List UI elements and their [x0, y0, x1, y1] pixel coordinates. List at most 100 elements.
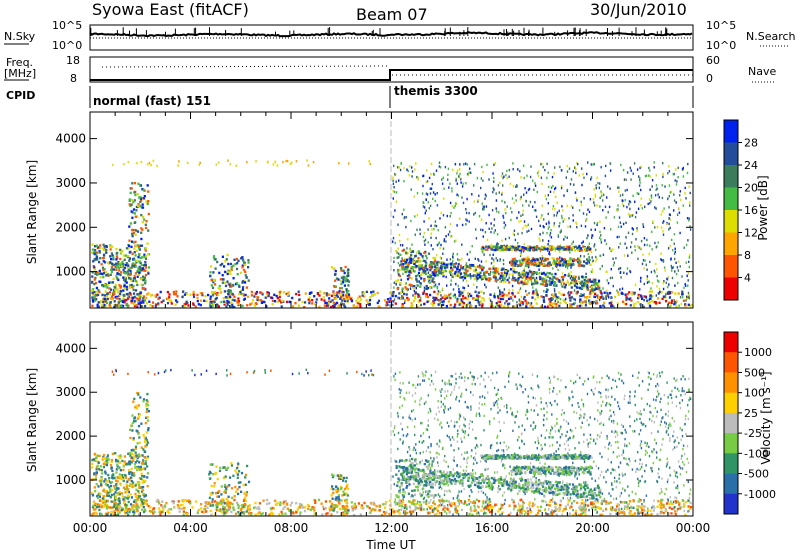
data-cell — [531, 296, 534, 299]
data-cell — [267, 294, 270, 297]
data-cell — [142, 267, 145, 270]
data-cell — [209, 274, 212, 278]
data-cell — [576, 304, 579, 308]
data-cell — [102, 300, 105, 304]
data-cell — [244, 270, 247, 274]
data-cell — [168, 296, 171, 299]
data-cell — [110, 265, 114, 269]
data-cell — [404, 265, 407, 269]
data-cell — [649, 260, 651, 264]
data-cell — [477, 291, 480, 294]
data-cell — [429, 275, 432, 278]
data-cell — [677, 292, 680, 295]
data-cell — [587, 278, 590, 281]
data-cell — [461, 501, 464, 505]
data-cell — [667, 276, 669, 279]
data-cell — [513, 233, 516, 237]
data-cell — [245, 286, 248, 289]
data-cell — [570, 286, 573, 289]
data-cell — [149, 506, 152, 509]
data-cell — [461, 266, 464, 270]
data-cell — [577, 277, 580, 280]
data-cell — [357, 302, 360, 305]
data-cell — [688, 296, 690, 300]
data-cell — [583, 264, 586, 268]
data-cell — [570, 264, 573, 267]
data-cell — [594, 285, 597, 289]
data-cell — [278, 293, 281, 297]
data-cell — [442, 500, 445, 503]
data-cell — [497, 295, 500, 298]
data-cell — [637, 207, 640, 210]
data-cell — [128, 277, 131, 280]
data-cell — [401, 266, 404, 269]
data-cell — [118, 284, 121, 287]
data-cell — [399, 282, 402, 285]
data-cell — [433, 227, 435, 231]
data-cell — [537, 272, 540, 275]
data-cell — [392, 176, 394, 179]
data-cell — [545, 294, 547, 297]
data-cell — [475, 298, 478, 301]
data-cell — [267, 292, 270, 295]
data-cell — [675, 201, 677, 204]
data-cell — [616, 209, 619, 212]
data-cell — [556, 257, 559, 260]
data-cell — [460, 290, 462, 293]
data-cell — [218, 284, 221, 288]
data-cell — [539, 509, 542, 512]
data-cell — [601, 499, 604, 502]
freq-strip: Freq. [MHz] 18 8 60 0 Nave — [4, 54, 776, 85]
data-cell — [578, 286, 581, 290]
data-cell — [140, 500, 143, 503]
data-cell — [233, 305, 236, 309]
data-cell — [157, 500, 160, 503]
data-cell — [594, 278, 597, 281]
data-cell — [578, 245, 581, 248]
data-cell — [520, 300, 523, 303]
data-cell — [166, 290, 169, 294]
data-cell — [506, 294, 509, 297]
data-cell — [519, 511, 522, 514]
data-cell — [476, 286, 478, 289]
data-cell — [399, 291, 403, 294]
data-cell — [513, 247, 516, 250]
data-cell — [419, 299, 422, 302]
data-cell — [110, 268, 113, 271]
data-cell — [519, 509, 522, 512]
data-cell — [583, 255, 585, 258]
nsky-tick-bottom: 10^0 — [52, 39, 82, 52]
data-cell — [584, 513, 587, 517]
data-cell — [560, 275, 564, 279]
data-cell — [529, 511, 532, 514]
data-cell — [643, 237, 646, 240]
data-cell — [340, 282, 343, 285]
data-cell — [503, 226, 505, 229]
data-cell — [130, 279, 133, 283]
data-cell — [491, 304, 494, 308]
data-cell — [171, 500, 174, 503]
data-cell — [343, 284, 346, 287]
data-cell — [303, 306, 306, 309]
data-cell — [572, 214, 574, 217]
data-cell — [486, 238, 489, 242]
data-cell — [565, 301, 568, 305]
data-cell — [348, 295, 351, 298]
data-cell — [569, 251, 571, 254]
data-cell — [536, 505, 539, 509]
data-cell — [521, 301, 524, 304]
data-cell — [418, 264, 421, 267]
data-cell — [682, 296, 684, 299]
data-cell — [417, 300, 420, 303]
data-cell — [483, 253, 485, 256]
data-cell — [678, 211, 681, 214]
data-cell — [634, 249, 636, 252]
data-cell — [499, 259, 501, 262]
data-cell — [297, 304, 300, 307]
data-cell — [137, 513, 141, 516]
data-cell — [457, 284, 459, 288]
date-title: 30/Jun/2010 — [590, 0, 687, 19]
data-cell — [392, 240, 394, 243]
data-cell — [317, 498, 321, 502]
data-cell — [339, 287, 342, 290]
